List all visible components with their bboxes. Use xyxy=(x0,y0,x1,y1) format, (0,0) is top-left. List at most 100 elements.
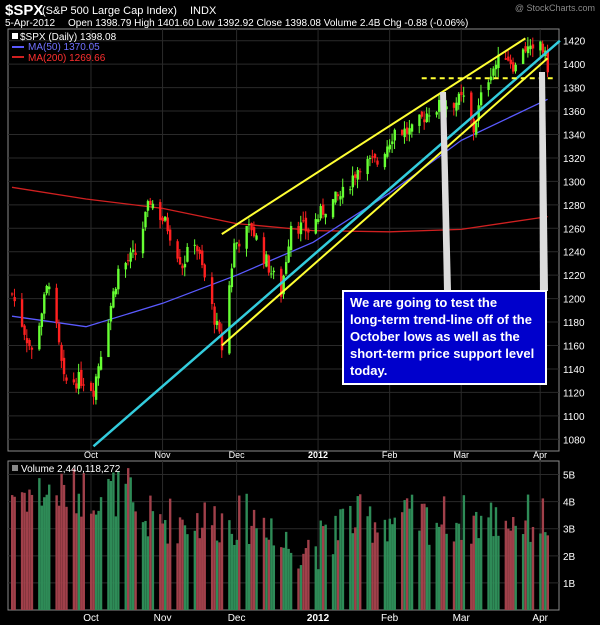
candle-body xyxy=(72,379,76,383)
price-axis-labels: 1080 1100 1120 1140 1160 1180 1200 1220 1240 1260… xyxy=(563,37,586,447)
volume-bar xyxy=(28,489,31,610)
candle-body xyxy=(349,189,352,191)
candle-body xyxy=(388,144,392,150)
candle-body xyxy=(321,204,325,215)
volume-bar xyxy=(373,522,377,610)
volume-bar xyxy=(282,547,285,610)
candle-body xyxy=(252,227,256,237)
volume-tick-label: 5B xyxy=(563,471,576,482)
candle-body xyxy=(124,262,127,270)
candle-body xyxy=(470,92,473,120)
volume-bar xyxy=(82,473,85,610)
candle-body xyxy=(114,288,118,295)
candle-body xyxy=(117,268,120,290)
volume-bar xyxy=(521,534,525,610)
candle-body xyxy=(420,111,424,117)
volume-bar xyxy=(460,539,463,610)
candle-body xyxy=(341,186,345,198)
x-tick-label: 2012 xyxy=(307,613,330,624)
candle-body xyxy=(129,252,132,262)
candle-body xyxy=(492,68,495,76)
volume-bar xyxy=(472,515,475,610)
volume-bar xyxy=(512,517,515,610)
candle-body xyxy=(13,297,16,302)
candle-body xyxy=(282,275,285,295)
volume-bar xyxy=(403,500,406,610)
volume-bar xyxy=(405,498,409,610)
volume-bar xyxy=(324,524,327,610)
annotation-line-3: October lows as well as the xyxy=(350,329,520,344)
y-tick-label: 1100 xyxy=(563,412,585,423)
candle-body xyxy=(80,369,83,386)
y-tick-label: 1260 xyxy=(563,224,586,235)
candle-body xyxy=(161,217,164,222)
candle-body xyxy=(181,265,184,269)
candle-body xyxy=(524,46,527,52)
volume-bar xyxy=(114,516,118,610)
volume-bar xyxy=(408,508,411,610)
volume-bar xyxy=(144,520,147,610)
volume-bar xyxy=(183,525,187,610)
candle-body xyxy=(94,376,98,400)
volume-bar xyxy=(354,527,357,610)
y-tick-label: 1340 xyxy=(563,131,586,142)
volume-bar xyxy=(270,518,273,610)
candle-body xyxy=(25,338,29,344)
y-tick-label: 1120 xyxy=(563,388,585,399)
y-tick-label: 1420 xyxy=(563,37,586,48)
candle-body xyxy=(509,59,512,65)
candle-body xyxy=(20,299,24,327)
volume-bar xyxy=(43,497,46,610)
volume-bar xyxy=(487,517,490,610)
candle-body xyxy=(539,41,542,51)
volume-bar xyxy=(410,494,414,610)
candle-body xyxy=(526,46,530,54)
volume-bar xyxy=(366,516,369,610)
annotation-callout: We are going to test the long-term trend… xyxy=(342,72,548,385)
candle-body xyxy=(297,225,300,234)
candle-body xyxy=(38,325,41,350)
x-tick-label: Apr xyxy=(533,450,547,460)
volume-bar xyxy=(131,502,135,610)
candle-body xyxy=(494,64,498,70)
trendline xyxy=(92,39,561,448)
candle-body xyxy=(159,202,162,220)
candle-body xyxy=(359,171,362,173)
chart-title: (S&P 500 Large Cap Index) xyxy=(42,5,177,17)
candle-body xyxy=(235,242,239,244)
volume-bar xyxy=(302,553,305,610)
candle-body xyxy=(334,191,337,203)
candle-body xyxy=(186,246,189,262)
volume-bar xyxy=(117,471,120,610)
volume-bar xyxy=(97,510,100,610)
candle-body xyxy=(507,56,510,61)
volume-bar xyxy=(23,492,26,610)
volume-bar xyxy=(215,540,219,610)
volume-bar xyxy=(351,533,355,610)
volume-bar xyxy=(428,544,431,610)
volume-bar xyxy=(455,522,458,610)
volume-bar xyxy=(452,541,456,610)
volume-bar xyxy=(13,496,16,610)
candle-body xyxy=(373,154,377,159)
x-tick-label: Dec xyxy=(228,613,246,624)
volume-bar xyxy=(494,507,498,610)
candle-body xyxy=(452,103,456,108)
volume-bar xyxy=(314,546,317,610)
volume-bar xyxy=(479,515,483,610)
volume-bar xyxy=(48,484,51,610)
x-tick-label: Oct xyxy=(83,613,99,624)
candle-body xyxy=(475,122,478,135)
volume-bar xyxy=(25,511,29,610)
volume-bar xyxy=(376,532,379,610)
volume-bar xyxy=(546,535,549,610)
volume-bar xyxy=(504,520,508,610)
candle-body xyxy=(472,118,475,133)
volume-bar xyxy=(509,530,512,610)
volume-bar xyxy=(218,542,221,610)
volume-bar xyxy=(400,512,404,610)
candle-body xyxy=(43,294,46,314)
volume-bar xyxy=(109,480,113,610)
volume-bar xyxy=(166,543,169,610)
candle-body xyxy=(75,383,78,389)
